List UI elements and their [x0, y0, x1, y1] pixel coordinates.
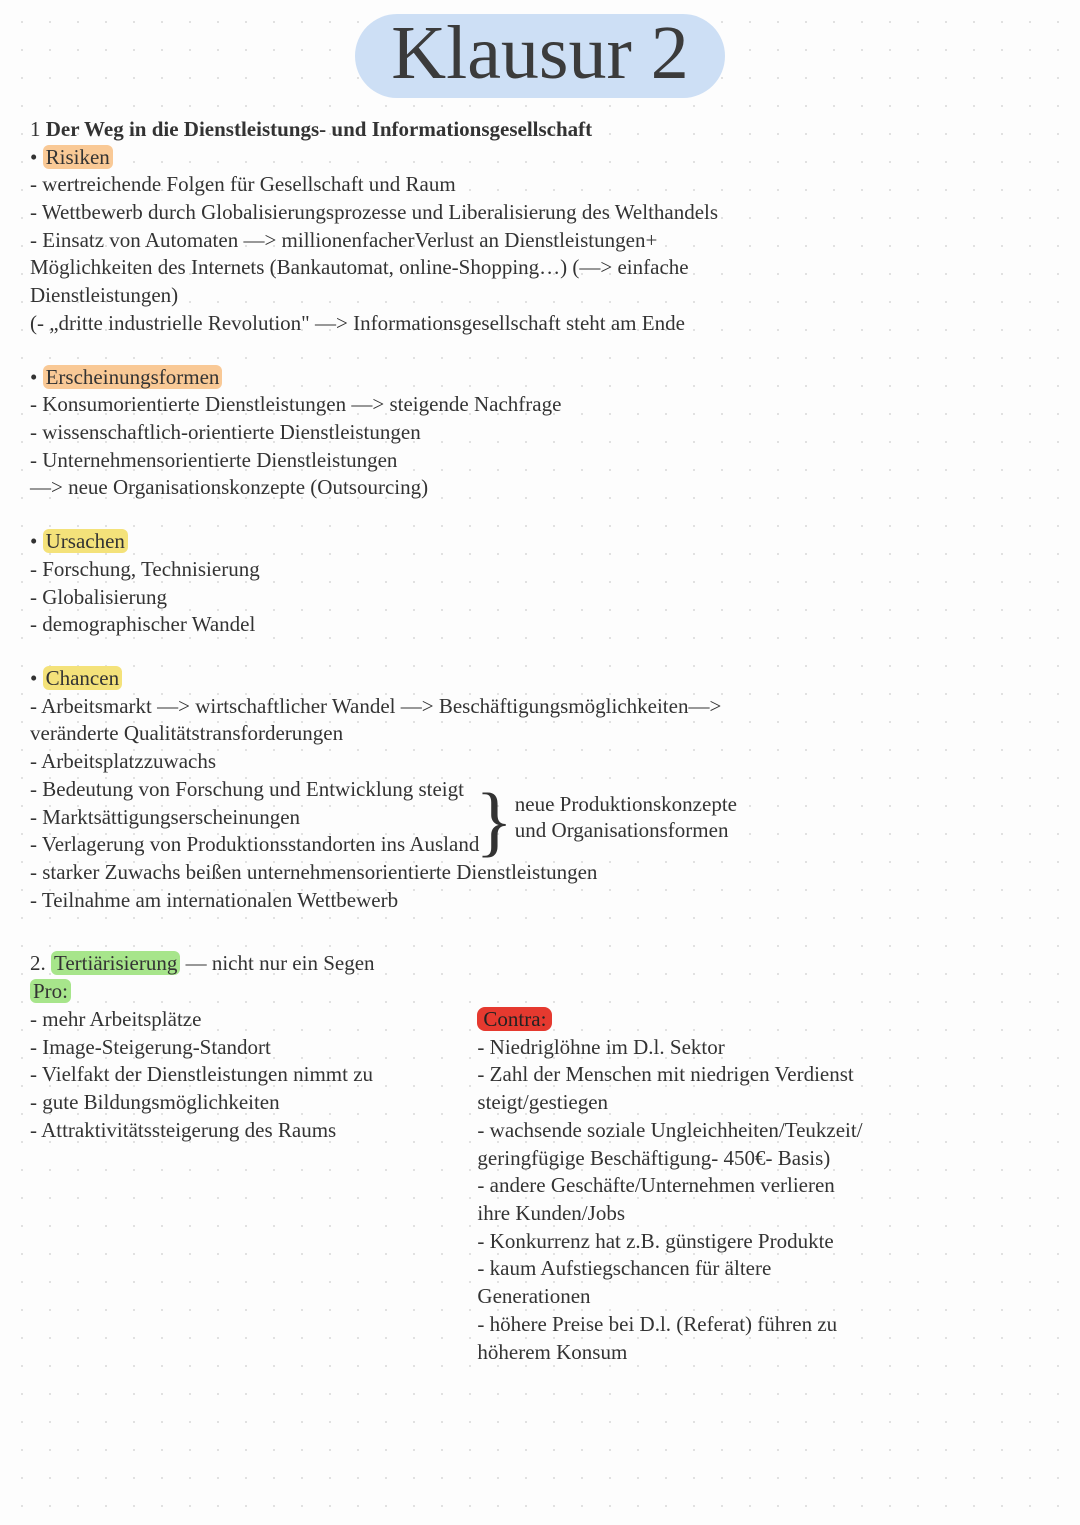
- section-2-heading: 2. Tertiärisierung — nicht nur ein Segen: [30, 950, 1050, 978]
- section-number: 2.: [30, 951, 51, 975]
- highlight-pro: Pro:: [30, 979, 71, 1003]
- brace-lines: - Bedeutung von Forschung und Entwicklun…: [30, 776, 479, 859]
- chancen-item: - Verlagerung von Produktionsstandorten …: [30, 831, 479, 859]
- risiken-item: Dienstleistungen): [30, 282, 1050, 310]
- contra-item: - kaum Aufstiegschancen für ältere: [477, 1255, 1050, 1283]
- contra-column: Contra: - Niedriglöhne im D.l. Sektor - …: [477, 1006, 1050, 1366]
- brace-note-line: neue Produktionskonzepte: [515, 791, 737, 818]
- document-body: 1 Der Weg in die Dienstleistungs- und In…: [30, 116, 1050, 1366]
- bullet-icon: •: [30, 529, 43, 553]
- chancen-item: - starker Zuwachs beißen unternehmensori…: [30, 859, 1050, 887]
- erscheinungsformen-item: —> neue Organisationskonzepte (Outsourci…: [30, 474, 1050, 502]
- erscheinungsformen-item: - wissenschaftlich-orientierte Dienstlei…: [30, 419, 1050, 447]
- brace-annotation: neue Produktionskonzepte und Organisatio…: [515, 791, 737, 845]
- contra-item: ihre Kunden/Jobs: [477, 1200, 1050, 1228]
- highlight-contra: Contra:: [477, 1007, 552, 1031]
- contra-item: Generationen: [477, 1283, 1050, 1311]
- contra-item: geringfügige Beschäftigung- 450€- Basis): [477, 1145, 1050, 1173]
- subheading-chancen: • Chancen: [30, 665, 1050, 693]
- highlight-erscheinungsformen: Erscheinungsformen: [43, 365, 223, 389]
- bullet-icon: •: [30, 145, 43, 169]
- subheading-risiken: • Risiken: [30, 144, 1050, 172]
- chancen-item: - Teilnahme am internationalen Wettbewer…: [30, 887, 1050, 915]
- contra-item: - andere Geschäfte/Unternehmen verlieren: [477, 1172, 1050, 1200]
- page-title: Klausur 2: [355, 14, 725, 98]
- risiken-item: - wertreichende Folgen für Gesellschaft …: [30, 171, 1050, 199]
- spacer: [30, 639, 1050, 665]
- ursachen-item: - demographischer Wandel: [30, 611, 1050, 639]
- section-number: 1: [30, 117, 46, 141]
- ursachen-item: - Globalisierung: [30, 584, 1050, 612]
- bullet-icon: •: [30, 365, 43, 389]
- chancen-item: - Arbeitsplatzzuwachs: [30, 748, 1050, 776]
- pro-label: Pro:: [30, 978, 1050, 1006]
- contra-item: - höhere Preise bei D.l. (Referat) führe…: [477, 1311, 1050, 1339]
- risiken-item: (- „dritte industrielle Revolution" —> I…: [30, 310, 1050, 338]
- contra-item: - Niedriglöhne im D.l. Sektor: [477, 1034, 1050, 1062]
- highlight-chancen: Chancen: [43, 666, 122, 690]
- pro-item: - mehr Arbeitsplätze: [30, 1006, 459, 1034]
- chancen-item: - Arbeitsmarkt —> wirtschaftlicher Wande…: [30, 693, 1050, 721]
- contra-label: Contra:: [477, 1006, 1050, 1034]
- erscheinungsformen-item: - Konsumorientierte Dienstleistungen —> …: [30, 391, 1050, 419]
- two-column-layout: - mehr Arbeitsplätze - Image-Steigerung-…: [30, 1006, 1050, 1366]
- spacer: [30, 502, 1050, 528]
- chancen-item: - Bedeutung von Forschung und Entwicklun…: [30, 776, 479, 804]
- section-2-rest: — nicht nur ein Segen: [180, 951, 374, 975]
- pro-item: - Image-Steigerung-Standort: [30, 1034, 459, 1062]
- pro-item: - Attraktivitätssteigerung des Raums: [30, 1117, 459, 1145]
- section-1-heading: 1 Der Weg in die Dienstleistungs- und In…: [30, 116, 1050, 144]
- spacer: [30, 338, 1050, 364]
- risiken-item: Möglichkeiten des Internets (Bankautomat…: [30, 254, 1050, 282]
- spacer: [30, 914, 1050, 940]
- risiken-item: - Einsatz von Automaten —> millionenfach…: [30, 227, 1050, 255]
- highlight-tertiaerisierung: Tertiärisierung: [51, 951, 180, 975]
- chancen-item: - Marktsättigungserscheinungen: [30, 804, 479, 832]
- curly-brace-icon: }: [475, 793, 512, 849]
- contra-item: höherem Konsum: [477, 1339, 1050, 1367]
- ursachen-item: - Forschung, Technisierung: [30, 556, 1050, 584]
- section-title: Der Weg in die Dienstleistungs- und Info…: [46, 117, 592, 141]
- erscheinungsformen-item: - Unternehmensorientierte Dienstleistung…: [30, 447, 1050, 475]
- contra-item: - Konkurrenz hat z.B. günstigere Produkt…: [477, 1228, 1050, 1256]
- pro-item: - gute Bildungsmöglichkeiten: [30, 1089, 459, 1117]
- subheading-erscheinungsformen: • Erscheinungsformen: [30, 364, 1050, 392]
- risiken-item: - Wettbewerb durch Globalisierungsprozes…: [30, 199, 1050, 227]
- brace-group: - Bedeutung von Forschung und Entwicklun…: [30, 776, 1050, 859]
- contra-item: - Zahl der Menschen mit niedrigen Verdie…: [477, 1061, 1050, 1089]
- highlight-risiken: Risiken: [43, 145, 113, 169]
- chancen-item: veränderte Qualitätstransforderungen: [30, 720, 1050, 748]
- pro-column: - mehr Arbeitsplätze - Image-Steigerung-…: [30, 1006, 459, 1145]
- contra-item: steigt/gestiegen: [477, 1089, 1050, 1117]
- contra-item: - wachsende soziale Ungleichheiten/Teukz…: [477, 1117, 1050, 1145]
- bullet-icon: •: [30, 666, 43, 690]
- highlight-ursachen: Ursachen: [43, 529, 128, 553]
- spacer: [30, 940, 1050, 950]
- pro-item: - Vielfakt der Dienstleistungen nimmt zu: [30, 1061, 459, 1089]
- subheading-ursachen: • Ursachen: [30, 528, 1050, 556]
- title-container: Klausur 2: [30, 14, 1050, 98]
- brace-note-line: und Organisationsformen: [515, 817, 737, 844]
